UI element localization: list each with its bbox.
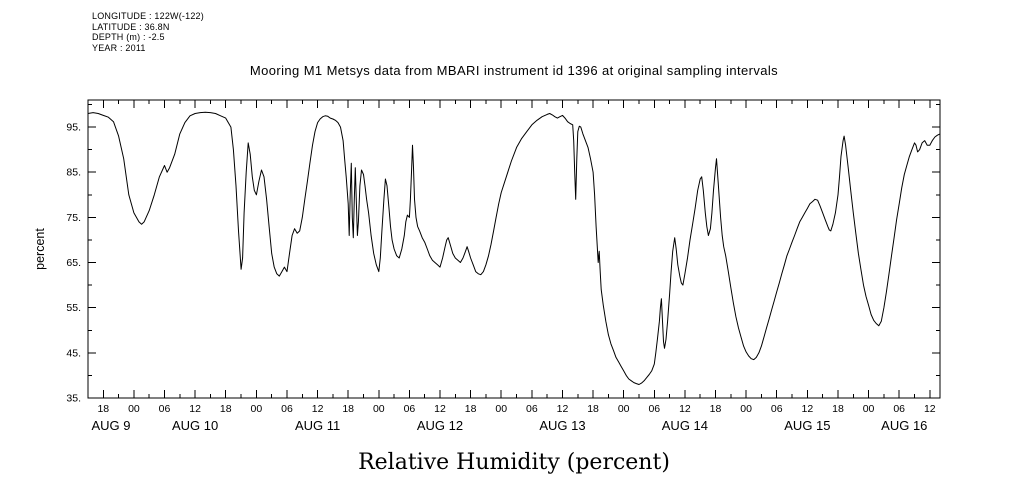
x-tick-label: 12 [924,403,936,415]
humidity-series [87,111,941,385]
x-tick-label: 00 [128,403,140,415]
x-tick-label: 00 [251,403,263,415]
day-label: AUG 13 [539,418,585,433]
day-label: AUG 10 [172,418,218,433]
humidity-series-line [87,111,941,385]
x-tick-label: 12 [679,403,691,415]
x-tick-label: 06 [648,403,660,415]
x-tick-label: 18 [97,403,109,415]
plot-box [87,99,941,399]
x-tick-label: 00 [740,403,752,415]
meta-depth: DEPTH (m) : -2.5 [92,32,165,42]
x-tick-label: 12 [802,403,814,415]
meta-latitude: LATITUDE : 36.8N [92,21,170,32]
x-tick-label: 06 [893,403,905,415]
y-tick-label: 35. [66,393,81,405]
x-tick-label: 00 [373,403,385,415]
x-tick-label: 06 [526,403,538,415]
x-tick-label: 18 [710,403,722,415]
day-label: AUG 15 [784,418,830,433]
x-tick-label: 12 [434,403,446,415]
y-tick-label: 55. [66,302,81,314]
day-label: AUG 14 [662,418,708,433]
y-tick-label: 75. [66,212,81,224]
x-tick-label: 00 [618,403,630,415]
x-tick-label: 18 [587,403,599,415]
x-tick-label: 12 [189,403,201,415]
x-tick-label: 06 [404,403,416,415]
x-axis-tick-labels: 18 00 06 12 18 00 06 12 18 00 06 12 18 00 06 12 18 00 06 12… [97,403,935,415]
x-tick-label: 18 [220,403,232,415]
x-tick-label: 12 [557,403,569,415]
x-tick-label: 06 [159,403,171,415]
x-tick-label: 00 [863,403,875,415]
x-axis-ticks [102,100,931,398]
y-axis-label: percent [33,228,47,270]
x-tick-label: 06 [771,403,783,415]
day-label: AUG 11 [295,418,340,433]
plot-title: Mooring M1 Metsys data from MBARI instru… [249,63,779,78]
x-tick-label: 12 [312,403,324,415]
metadata-block: LONGITUDE : 122W(-122) LATITUDE : 36.8N … [92,11,204,53]
x-tick-label: 18 [342,403,354,415]
y-tick-label: 65. [66,257,81,269]
y-tick-label: 85. [66,167,81,179]
meta-longitude: LONGITUDE : 122W(-122) [92,11,204,21]
x-tick-label: 18 [832,403,844,415]
x-axis-title: Relative Humidity (percent) [358,450,670,475]
y-tick-label: 45. [66,347,81,359]
meta-year: YEAR : 2011 [92,42,146,53]
x-tick-label: 06 [281,403,293,415]
y-axis-ticks [88,104,940,399]
y-axis-tick-labels: 35. 45. 55. 65. 75. 85. 95. [66,122,81,405]
day-labels: AUG 9 AUG 10 AUG 11 AUG 12 AUG 13 AUG 14 AUG 1… [91,418,927,433]
x-tick-label: 00 [495,403,507,415]
day-label: AUG 12 [417,418,463,433]
day-label: AUG 9 [91,418,130,433]
y-tick-label: 95. [66,122,81,134]
day-label: AUG 16 [881,418,927,433]
x-tick-label: 18 [465,403,477,415]
